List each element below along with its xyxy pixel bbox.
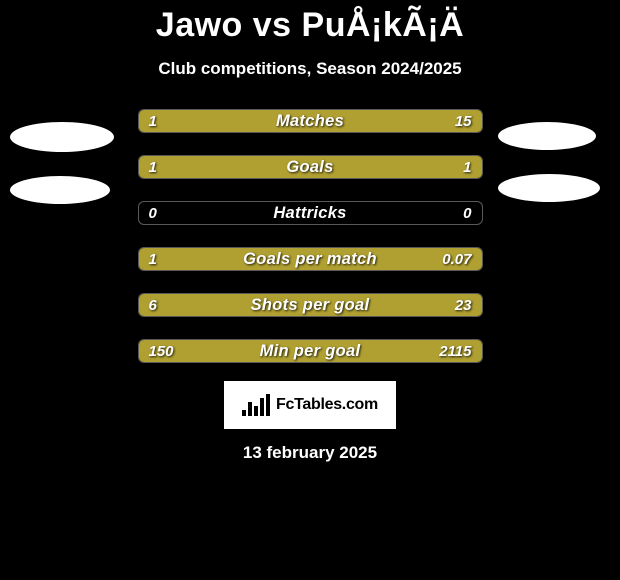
stat-value-left: 1 bbox=[149, 156, 157, 178]
stat-value-left: 150 bbox=[149, 340, 174, 362]
stat-value-left: 1 bbox=[149, 110, 157, 132]
team-badge-placeholder bbox=[10, 176, 110, 204]
logo-bar bbox=[242, 410, 246, 416]
stat-row: 0 0Hattricks bbox=[138, 201, 483, 225]
stat-row: 10.07Goals per match bbox=[138, 247, 483, 271]
stat-value-right: 0.07 bbox=[442, 248, 471, 270]
stat-value-left: 0 bbox=[149, 202, 157, 224]
bar-left bbox=[139, 156, 482, 178]
bar-left bbox=[139, 248, 403, 270]
bar-left bbox=[139, 110, 197, 132]
bar-right bbox=[139, 294, 482, 316]
stat-row: 11Goals bbox=[138, 155, 483, 179]
stat-value-left: 1 bbox=[149, 248, 157, 270]
logo-bar bbox=[248, 402, 252, 416]
team-badge-placeholder bbox=[498, 122, 596, 150]
stat-value-right: 15 bbox=[455, 110, 472, 132]
team-badge-placeholder bbox=[498, 174, 600, 202]
fctables-logo: FcTables.com bbox=[224, 381, 396, 429]
right-team-badges bbox=[498, 122, 600, 202]
stat-value-right: 2115 bbox=[439, 340, 471, 362]
stat-value-right: 23 bbox=[455, 294, 472, 316]
stat-row: 623Shots per goal bbox=[138, 293, 483, 317]
team-badge-placeholder bbox=[10, 122, 114, 152]
logo-bars-icon bbox=[242, 394, 270, 416]
logo-bar bbox=[266, 394, 270, 416]
stat-row: 115Matches bbox=[138, 109, 483, 133]
stat-value-right: 0 bbox=[463, 202, 471, 224]
date-label: 13 february 2025 bbox=[0, 443, 620, 463]
bar-right bbox=[197, 110, 482, 132]
stat-label: Hattricks bbox=[139, 202, 482, 224]
logo-bar bbox=[254, 406, 258, 416]
logo-bar bbox=[260, 398, 264, 416]
bar-right bbox=[139, 340, 482, 362]
subtitle: Club competitions, Season 2024/2025 bbox=[0, 59, 620, 79]
comparison-card: Jawo vs PuÅ¡kÃ¡Ä Club competitions, Seas… bbox=[0, 0, 620, 463]
stat-value-right: 1 bbox=[463, 156, 471, 178]
stat-value-left: 6 bbox=[149, 294, 157, 316]
stat-row: 1502115Min per goal bbox=[138, 339, 483, 363]
left-team-badges bbox=[10, 122, 114, 204]
logo-text: FcTables.com bbox=[276, 396, 378, 414]
stat-rows: 115Matches11Goals00Hattricks10.07Goals p… bbox=[138, 109, 483, 363]
page-title: Jawo vs PuÅ¡kÃ¡Ä bbox=[0, 6, 620, 45]
